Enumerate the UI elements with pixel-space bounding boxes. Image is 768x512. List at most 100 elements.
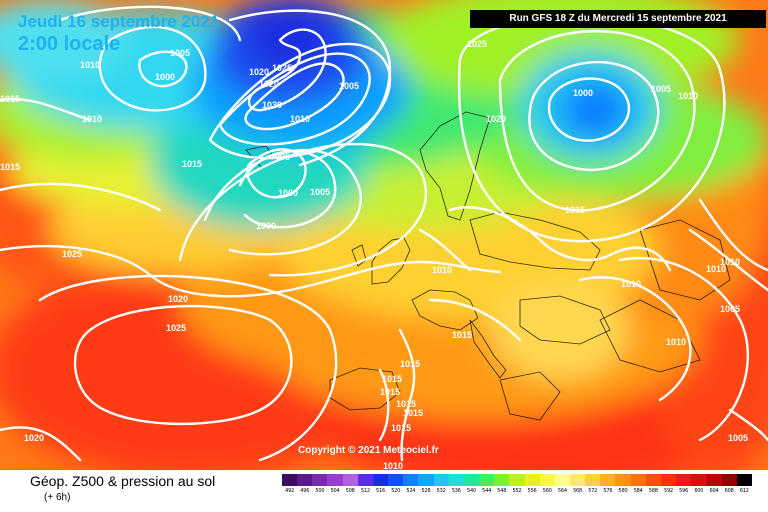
isobar-label: 1000 xyxy=(155,72,175,82)
isobar-label: 1015 xyxy=(182,159,202,169)
legend-tick: 600 xyxy=(694,488,704,494)
legend-swatch xyxy=(342,474,358,486)
legend-tick: 536 xyxy=(451,488,461,494)
legend-tick: 588 xyxy=(648,488,658,494)
isobar-label: 1010 xyxy=(720,257,740,267)
color-scale-legend: 492 496 500 504 508 512 516 520 524 528 532 536 540 5… xyxy=(282,474,752,508)
legend-swatch xyxy=(297,474,313,486)
legend-tick: 516 xyxy=(376,488,385,494)
legend-tick: 568 xyxy=(573,488,583,494)
legend-tick: 560 xyxy=(542,488,552,494)
legend-tick: 596 xyxy=(679,488,689,494)
isobar-label: 1005 xyxy=(310,187,330,197)
legend-tick: 544 xyxy=(482,488,492,494)
legend-tick: 520 xyxy=(391,488,401,494)
legend-swatch xyxy=(509,474,525,486)
legend-swatch xyxy=(585,474,601,486)
isobar-label: 1010 xyxy=(432,265,452,275)
isobar-label: 1000 xyxy=(573,88,593,98)
legend-tick: 504 xyxy=(330,488,340,494)
isobar-label: 1015 xyxy=(400,359,420,369)
legend-swatch xyxy=(660,474,677,486)
legend-tick: 496 xyxy=(300,488,310,494)
isobar-label: 1020 xyxy=(259,79,279,89)
legend-swatch xyxy=(448,474,464,486)
legend-swatch xyxy=(494,474,510,486)
legend-tick: 572 xyxy=(588,488,598,494)
legend-swatch xyxy=(463,474,480,486)
isobar-label: 1015 xyxy=(0,94,20,104)
legend-tick: 500 xyxy=(315,488,325,494)
copyright-text: Copyright © 2021 Meteociel.fr xyxy=(298,445,439,456)
legend-swatch xyxy=(554,474,570,486)
legend-swatch xyxy=(403,474,419,486)
geopotential-map: 1005 1010 1015 1000 1025 1020 1030 995 1… xyxy=(0,0,768,470)
legend-swatch xyxy=(282,474,298,486)
legend-tick: 540 xyxy=(466,488,476,494)
legend-tick: 564 xyxy=(557,488,567,494)
legend-swatch xyxy=(312,474,328,486)
legend-swatch xyxy=(418,474,434,486)
legend-tick: 576 xyxy=(603,488,613,494)
isobar-label: 1015 xyxy=(565,205,585,215)
isobar-label: 1000 xyxy=(256,221,276,231)
legend-swatch xyxy=(645,474,661,486)
legend-swatch xyxy=(676,474,692,486)
isobar-label: 1010 xyxy=(290,114,310,124)
isobar-label: 1025 xyxy=(467,39,487,49)
country-borders xyxy=(245,111,731,421)
legend-swatch xyxy=(357,474,373,486)
isobar-label: 1010 xyxy=(621,279,641,289)
run-info-banner: Run GFS 18 Z du Mercredi 15 septembre 20… xyxy=(470,10,766,28)
forecast-lead-time: (+ 6h) xyxy=(44,492,71,503)
footer-bar: Géop. Z500 & pression au sol (+ 6h) 492 4… xyxy=(0,470,768,512)
isobar-label: 1025 xyxy=(166,323,186,333)
isobar-label: 1015 xyxy=(380,387,400,397)
legend-tick-labels: 492 496 500 504 508 512 516 520 524 528 532 536 540 5… xyxy=(282,488,752,494)
legend-tick: 580 xyxy=(618,488,628,494)
isobar-label: 1025 xyxy=(272,63,292,73)
legend-tick: 592 xyxy=(664,488,673,494)
forecast-date: Jeudi 16 septembre 2021 xyxy=(18,12,220,31)
isobar-label: 1010 xyxy=(706,264,726,274)
isobar-label: 1010 xyxy=(666,337,686,347)
legend-tick: 552 xyxy=(512,488,522,494)
legend-tick: 612 xyxy=(739,488,749,494)
isobar-label: 995 xyxy=(275,152,290,162)
legend-swatch xyxy=(479,474,495,486)
legend-swatch xyxy=(539,474,555,486)
isobar-label: 1010 xyxy=(80,60,100,70)
legend-tick: 528 xyxy=(421,488,431,494)
legend-tick: 604 xyxy=(709,488,719,494)
z500-color-field xyxy=(0,0,768,470)
isobar-label: 1005 xyxy=(728,433,748,443)
legend-tick: 532 xyxy=(436,488,446,494)
isobar-label: 1005 xyxy=(720,304,740,314)
isobar-label: 1025 xyxy=(62,249,82,259)
isobar-label: 1015 xyxy=(0,162,20,172)
legend-swatch xyxy=(327,474,343,486)
isobar-label: 1010 xyxy=(678,91,698,101)
isobar-label: 1000 xyxy=(278,188,298,198)
legend-tick: 556 xyxy=(527,488,537,494)
isobar-label: 1015 xyxy=(382,374,402,384)
legend-swatch xyxy=(615,474,631,486)
legend-tick: 492 xyxy=(285,488,295,494)
isobar-label: 1005 xyxy=(339,81,359,91)
isobar-label: 1020 xyxy=(249,67,269,77)
isobar-label: 1015 xyxy=(391,423,411,433)
isobar-label: 1010 xyxy=(82,114,102,124)
isobar-labels: 1005 1010 1015 1000 1025 1020 1030 995 1… xyxy=(0,39,748,470)
isobar-label: 1005 xyxy=(651,84,671,94)
legend-swatches xyxy=(282,474,752,486)
legend-tick: 508 xyxy=(345,488,355,494)
legend-swatch xyxy=(372,474,389,486)
isobar-label: 1020 xyxy=(486,114,506,124)
legend-swatch xyxy=(706,474,722,486)
isobar-label: 1030 xyxy=(262,100,282,110)
isobar-label: 1020 xyxy=(168,294,188,304)
legend-swatch xyxy=(600,474,616,486)
legend-tick: 548 xyxy=(497,488,507,494)
legend-swatch xyxy=(569,474,586,486)
isobar-label: 1015 xyxy=(403,408,423,418)
